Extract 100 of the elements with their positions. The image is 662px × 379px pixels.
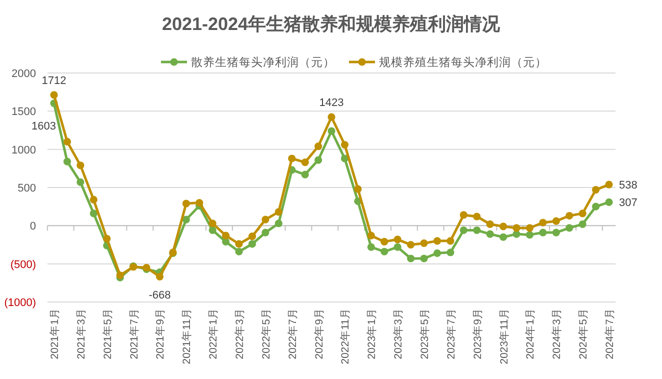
x-tick-label: 2021年7月: [128, 308, 140, 360]
point: [486, 220, 494, 228]
point: [288, 154, 296, 162]
point: [460, 226, 468, 234]
legend-label: 散养生猪每头净利润（元）: [191, 55, 335, 69]
point: [314, 142, 322, 150]
x-tick-label: 2024年3月: [551, 308, 564, 360]
x-tick-label: 2021年9月: [154, 308, 167, 360]
x-tick-label: 2023年9月: [472, 308, 484, 360]
point: [420, 254, 428, 262]
x-tick-label: 2023年5月: [419, 308, 431, 360]
point: [605, 198, 613, 206]
y-tick-label: (500): [10, 258, 36, 271]
data-label: 538: [618, 180, 638, 192]
point: [314, 156, 322, 164]
y-tick-label: 500: [18, 182, 36, 194]
y-tick-label: 2000: [12, 68, 36, 80]
point: [116, 271, 124, 280]
point: [526, 224, 534, 232]
point: [222, 232, 230, 240]
legend-label: 规模养殖生猪每头净利润（元）: [379, 55, 547, 69]
x-tick-label: 2023年3月: [392, 308, 405, 360]
point: [76, 178, 84, 186]
chart-title: 2021-2024年生猪散养和规模养殖利润情况: [162, 14, 502, 34]
x-tick-label: 2022年3月: [234, 308, 246, 360]
point: [301, 170, 309, 178]
point: [76, 162, 84, 170]
y-tick-label: 1000: [12, 144, 36, 156]
x-tick-label: 2021年3月: [75, 308, 88, 360]
x-tick-label: 2022年7月: [286, 308, 299, 360]
point: [63, 158, 72, 166]
point: [433, 249, 442, 257]
y-tick-label: (1000): [4, 297, 36, 309]
point: [566, 224, 574, 232]
x-tick-label: 2023年1月: [366, 308, 378, 360]
point: [406, 254, 415, 262]
y-tick-label: 1500: [12, 106, 36, 118]
x-tick-label: 2023年7月: [445, 308, 458, 360]
point: [156, 272, 164, 280]
point: [235, 240, 243, 248]
point: [433, 237, 442, 245]
x-tick-label: 2023年11月: [498, 308, 510, 364]
point: [248, 240, 256, 248]
point: [473, 212, 481, 220]
point: [196, 198, 204, 207]
point: [274, 220, 282, 228]
point: [90, 210, 98, 218]
x-tick-label: 2021年1月: [49, 308, 62, 360]
point: [552, 217, 560, 225]
point: [592, 186, 600, 194]
point: [262, 216, 270, 224]
point: [446, 248, 454, 256]
data-label: 1603: [32, 120, 56, 132]
point: [274, 208, 282, 216]
point: [90, 196, 98, 204]
point: [592, 202, 600, 210]
point: [499, 233, 508, 241]
x-tick-label: 2024年5月: [578, 308, 590, 360]
point: [328, 127, 336, 135]
point: [473, 226, 481, 234]
point: [208, 226, 216, 234]
point: [526, 231, 534, 239]
point: [512, 224, 520, 232]
point: [499, 222, 508, 230]
point: [446, 237, 454, 245]
point: [301, 158, 309, 166]
data-label: 1712: [42, 74, 66, 87]
point: [578, 220, 586, 228]
point: [182, 200, 190, 208]
data-label: 1423: [319, 97, 344, 110]
point: [539, 218, 547, 226]
x-tick-label: 2022年11月: [340, 308, 352, 364]
point: [248, 232, 256, 240]
point: [328, 113, 336, 121]
data-label: 307: [618, 197, 638, 210]
x-tick-label: 2021年11月: [181, 308, 194, 364]
point: [605, 180, 613, 188]
point: [566, 212, 574, 220]
x-tick-label: 2024年1月: [524, 308, 537, 360]
point: [222, 238, 230, 246]
point: [539, 228, 547, 236]
point: [394, 243, 402, 251]
point: [367, 232, 375, 240]
point: [380, 238, 388, 246]
point: [406, 240, 415, 249]
point: [380, 248, 388, 256]
point: [63, 138, 72, 146]
point: [354, 185, 362, 193]
data-label: -668: [148, 290, 171, 302]
point: [262, 228, 270, 236]
point: [235, 248, 243, 256]
x-tick-label: 2022年1月: [208, 308, 220, 360]
point: [208, 220, 216, 228]
point: [460, 211, 468, 219]
point: [340, 140, 349, 149]
x-tick-label: 2021年5月: [102, 308, 114, 360]
point: [486, 230, 494, 238]
point: [578, 210, 586, 218]
point: [50, 91, 58, 99]
point: [420, 239, 428, 248]
